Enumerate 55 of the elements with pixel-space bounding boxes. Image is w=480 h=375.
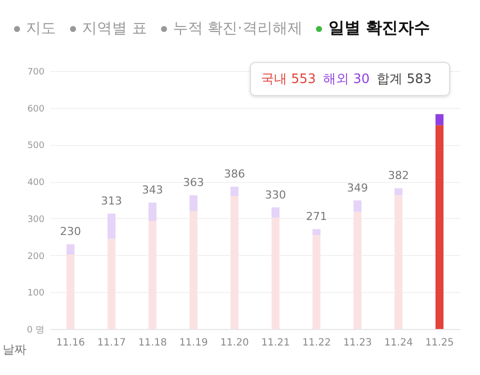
bar: [108, 238, 116, 329]
bar: [394, 188, 402, 196]
x-tick-label: 11.23: [343, 338, 372, 348]
bar: [354, 212, 362, 329]
bar: [190, 195, 198, 212]
text: 누적 확진·격리해제: [172, 19, 302, 37]
total-label: 349: [347, 181, 368, 194]
y-tick-label: 300: [27, 214, 45, 225]
bar: [66, 244, 74, 255]
y-tick-label: 0 명: [26, 326, 44, 336]
bar: [436, 114, 444, 126]
bar: [148, 202, 156, 222]
x-axis-title: 날짜: [2, 342, 26, 356]
annotation: 국내 553: [261, 72, 316, 87]
total-label: 330: [265, 188, 286, 202]
total-label: 363: [183, 176, 204, 190]
x-tick-label: 11.17: [97, 338, 126, 348]
bar: [230, 196, 238, 329]
y-tick-label: 400: [27, 178, 45, 188]
x-tick-label: 11.25: [425, 338, 454, 348]
bar: [190, 211, 198, 329]
bar: [272, 218, 280, 329]
x-tick-label: 11.20: [220, 338, 249, 348]
y-tick-label: 500: [27, 141, 45, 152]
bar: [354, 200, 362, 212]
y-tick-label: 200: [27, 252, 45, 262]
bar: [436, 125, 444, 329]
x-tick-label: 11.16: [56, 338, 85, 348]
text: 지역별 표: [81, 19, 147, 37]
total-label: 343: [142, 184, 163, 197]
total-label: 313: [101, 194, 122, 208]
bar: [394, 195, 402, 329]
total-label: 230: [60, 225, 81, 238]
bar: [272, 207, 280, 218]
bar: [312, 229, 320, 236]
bar: [230, 186, 238, 196]
bar: [66, 254, 74, 329]
total-label: 386: [224, 168, 245, 181]
y-tick-label: 600: [27, 104, 45, 114]
x-tick-label: 11.22: [302, 338, 331, 348]
total-label: 382: [388, 169, 409, 182]
y-tick-label: 100: [27, 288, 45, 299]
total-label: 271: [306, 210, 327, 224]
annotation: 합계 583: [376, 72, 432, 87]
chart-title: 일별 확진자수: [327, 18, 430, 37]
text: 지도: [25, 19, 56, 37]
x-tick-label: 11.21: [261, 338, 290, 348]
bar: [148, 221, 156, 329]
annotation: 해외 30: [322, 72, 370, 87]
x-tick-label: 11.24: [384, 338, 413, 348]
bar: [312, 235, 320, 329]
y-tick-label: 700: [27, 68, 45, 78]
x-tick-label: 11.18: [138, 338, 167, 348]
x-tick-label: 11.19: [179, 338, 208, 348]
bar: [108, 214, 116, 239]
